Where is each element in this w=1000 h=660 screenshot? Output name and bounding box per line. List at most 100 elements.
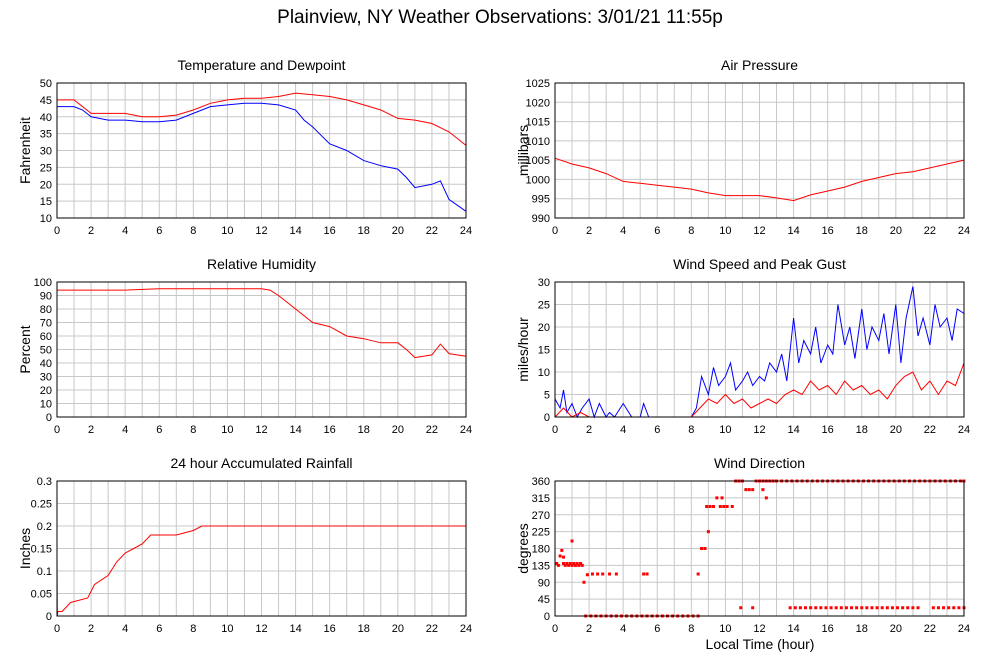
data-point	[885, 606, 889, 610]
x-tick-label: 8	[190, 424, 196, 436]
data-point	[798, 606, 802, 610]
x-tick-label: 10	[221, 623, 233, 635]
data-point	[562, 562, 566, 565]
y-axis-label: miles/hour	[515, 317, 531, 382]
x-tick-label: 18	[856, 225, 868, 237]
x-tick-label: 12	[255, 424, 267, 436]
y-tick-label: 180	[532, 544, 550, 556]
x-tick-label: 18	[856, 424, 868, 436]
data-point	[916, 606, 920, 610]
data-point	[911, 606, 915, 610]
x-tick-label: 22	[924, 225, 936, 237]
data-point	[645, 572, 649, 576]
data-point	[703, 547, 707, 550]
y-tick-label: 45	[538, 594, 550, 606]
x-tick-label: 6	[654, 225, 660, 237]
chart-title: 24 hour Accumulated Rainfall	[170, 455, 352, 471]
data-point	[556, 563, 560, 567]
plot-frame	[56, 82, 467, 219]
series-line	[57, 92, 467, 146]
y-tick-label: 0.1	[37, 566, 52, 578]
y-tick-label: 1005	[526, 155, 550, 167]
data-point	[804, 606, 808, 610]
x-tick-label: 12	[255, 623, 267, 635]
data-point	[560, 548, 564, 552]
data-point	[901, 606, 905, 610]
y-tick-label: 225	[532, 527, 550, 539]
chart-title: Temperature and Dewpoint	[177, 57, 345, 73]
x-tick-label: 10	[221, 225, 233, 237]
data-point	[573, 563, 577, 567]
x-tick-label: 2	[88, 225, 94, 237]
data-point	[608, 572, 612, 576]
x-tick-label: 14	[787, 225, 799, 237]
x-tick-label: 2	[586, 424, 592, 436]
y-tick-label: 995	[532, 194, 550, 206]
y-tick-label: 40	[40, 358, 52, 370]
x-tick-label: 6	[156, 225, 162, 237]
plot-frame	[56, 281, 467, 418]
y-tick-label: 40	[40, 112, 52, 124]
y-tick-label: 0	[46, 611, 52, 623]
data-point	[705, 505, 709, 508]
x-tick-label: 18	[856, 623, 868, 635]
y-tick-label: 90	[538, 577, 550, 589]
data-point	[947, 606, 951, 610]
data-point	[696, 572, 700, 576]
data-point	[730, 505, 734, 508]
x-tick-label: 6	[156, 623, 162, 635]
x-tick-label: 4	[122, 225, 128, 237]
y-tick-label: 1020	[526, 97, 550, 109]
x-tick-label: 8	[190, 623, 196, 635]
y-axis-label: Percent	[17, 325, 33, 373]
data-point	[570, 563, 574, 567]
y-tick-label: 20	[40, 385, 52, 397]
x-tick-label: 22	[924, 424, 936, 436]
y-tick-label: 25	[538, 300, 550, 312]
y-tick-label: 25	[40, 162, 52, 174]
page-title: Plainview, NY Weather Observations: 3/01…	[277, 7, 723, 28]
y-tick-label: 0.25	[31, 499, 52, 511]
x-tick-label: 8	[688, 424, 694, 436]
x-tick-label: 24	[460, 225, 472, 237]
y-tick-label: 0	[544, 611, 550, 623]
data-point	[718, 505, 722, 508]
data-point	[579, 562, 583, 565]
y-tick-label: 80	[40, 304, 52, 316]
x-tick-label: 6	[156, 424, 162, 436]
data-point	[568, 562, 572, 565]
x-tick-label: 8	[688, 225, 694, 237]
plot-frame	[554, 82, 965, 219]
data-point	[585, 573, 589, 577]
x-tick-label: 14	[787, 424, 799, 436]
x-tick-label: 12	[753, 623, 765, 635]
data-point	[875, 606, 879, 610]
x-tick-label: 14	[289, 623, 301, 635]
data-point	[751, 488, 755, 492]
y-tick-label: 0.3	[37, 476, 52, 488]
plot-frame	[554, 281, 965, 418]
y-tick-label: 360	[532, 476, 550, 488]
data-point	[614, 572, 618, 576]
data-point	[809, 606, 813, 610]
x-tick-label: 0	[54, 623, 60, 635]
x-tick-label: 22	[426, 225, 438, 237]
x-tick-label: 4	[122, 623, 128, 635]
y-tick-label: 50	[40, 78, 52, 90]
data-point	[952, 606, 956, 610]
data-point	[601, 572, 605, 576]
x-tick-label: 12	[255, 225, 267, 237]
data-point	[751, 606, 755, 610]
x-tick-label: 16	[324, 225, 336, 237]
y-tick-label: 20	[40, 179, 52, 191]
x-tick-label: 12	[753, 424, 765, 436]
data-point	[565, 562, 569, 565]
x-tick-label: 4	[620, 424, 626, 436]
data-point	[896, 606, 900, 610]
data-point	[839, 606, 843, 610]
x-tick-label: 24	[958, 225, 970, 237]
data-point	[558, 554, 562, 558]
